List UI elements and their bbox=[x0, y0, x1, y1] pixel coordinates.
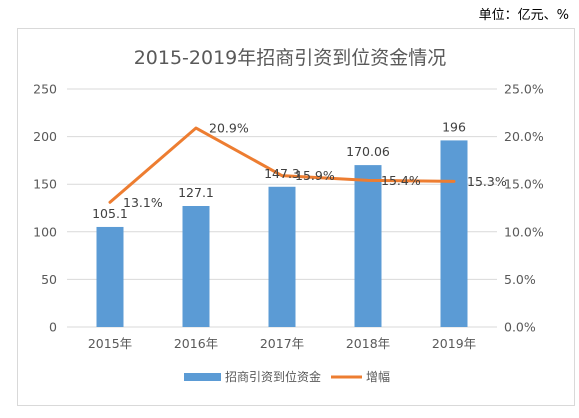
bar bbox=[354, 165, 382, 327]
bar-data-label: 127.1 bbox=[178, 185, 214, 200]
x-axis-tick: 2015年 bbox=[88, 336, 132, 351]
right-axis-ticks: 0.0% 5.0% 10.0% 15.0% 20.0% 25.0% bbox=[504, 82, 544, 335]
legend-bar-label: 招商引资到位资金 bbox=[225, 369, 321, 384]
line-data-label: 15.9% bbox=[295, 168, 335, 183]
unit-note: 单位：亿元、% bbox=[478, 8, 569, 23]
bar-data-label: 147.3 bbox=[264, 166, 300, 181]
right-axis-tick: 10.0% bbox=[504, 224, 544, 239]
left-axis-tick: 50 bbox=[41, 272, 57, 287]
left-axis-tick: 150 bbox=[33, 177, 57, 192]
left-axis-ticks: 0 50 100 150 200 250 bbox=[33, 82, 57, 335]
bar-data-label: 196 bbox=[442, 119, 466, 134]
bar-data-label: 170.06 bbox=[346, 144, 390, 159]
legend-bar-swatch bbox=[184, 373, 221, 381]
left-axis-tick: 250 bbox=[33, 82, 57, 97]
x-axis-ticks: 2015年 2016年 2017年 2018年 2019年 bbox=[88, 336, 476, 351]
right-axis-tick: 25.0% bbox=[504, 82, 544, 97]
left-axis-tick: 200 bbox=[33, 129, 57, 144]
bar-series bbox=[96, 140, 468, 327]
bar-data-label: 105.1 bbox=[92, 206, 128, 221]
data-labels: 105.1 127.1 147.3 170.06 196 13.1% 20.9% 15.9% 1… bbox=[92, 119, 507, 221]
line-data-label: 20.9% bbox=[209, 121, 249, 136]
legend-line-label: 增幅 bbox=[366, 369, 390, 384]
line-data-label: 15.3% bbox=[467, 174, 507, 189]
right-axis-tick: 20.0% bbox=[504, 129, 544, 144]
bar bbox=[440, 140, 468, 327]
line-path bbox=[108, 126, 456, 204]
bar bbox=[268, 186, 296, 327]
x-axis-tick: 2017年 bbox=[260, 336, 304, 351]
left-axis-tick: 0 bbox=[49, 320, 57, 335]
line-series bbox=[108, 126, 456, 204]
left-axis-tick: 100 bbox=[33, 224, 57, 239]
line-data-label: 13.1% bbox=[123, 195, 163, 210]
x-axis-tick: 2016年 bbox=[174, 336, 218, 351]
chart-frame bbox=[17, 28, 575, 406]
right-axis-tick: 15.0% bbox=[504, 177, 544, 192]
legend: 招商引资到位资金 增幅 bbox=[184, 369, 390, 384]
x-axis-tick: 2019年 bbox=[432, 336, 476, 351]
right-axis-tick: 5.0% bbox=[504, 272, 536, 287]
bar bbox=[182, 206, 210, 327]
right-axis-tick: 0.0% bbox=[504, 320, 536, 335]
chart-title: 2015-2019年招商引资到位资金情况 bbox=[134, 47, 447, 69]
x-axis-tick: 2018年 bbox=[346, 336, 390, 351]
line-data-label: 15.4% bbox=[381, 173, 421, 188]
bar bbox=[96, 226, 124, 327]
